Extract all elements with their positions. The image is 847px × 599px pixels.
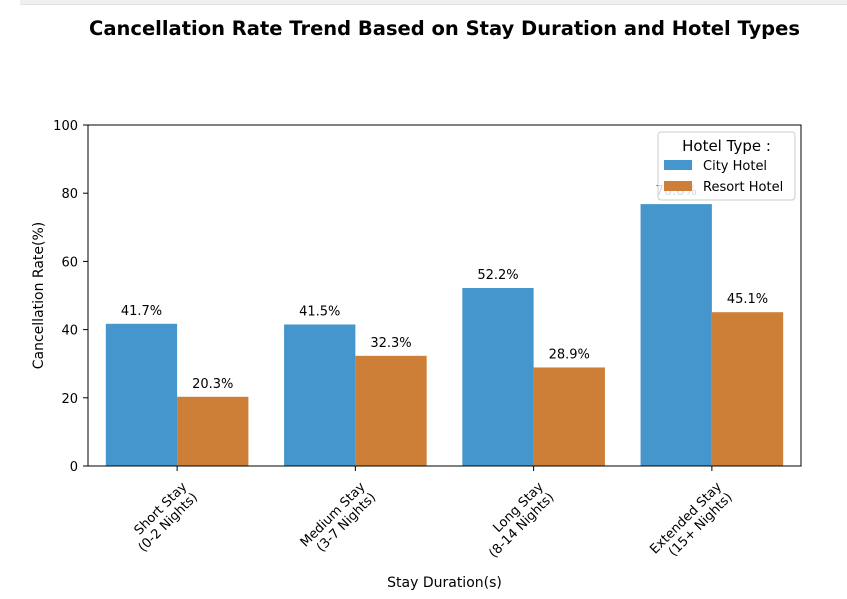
legend-swatch-city <box>664 160 692 170</box>
x-tick-label: Long Stay(8-14 Nights) <box>476 479 558 561</box>
data-label: 28.9% <box>549 347 590 362</box>
window-top-strip <box>20 0 847 5</box>
data-label: 45.1% <box>727 292 768 307</box>
legend-swatch-resort <box>664 181 692 191</box>
bar-resort-3 <box>711 312 784 466</box>
bar-resort-2 <box>533 367 605 466</box>
legend-box <box>657 131 796 201</box>
legend-title: Hotel Type : <box>682 137 771 155</box>
bar-resort-0 <box>177 396 249 466</box>
x-tick-label: Short Stay(0-2 Nights) <box>125 479 201 555</box>
data-label: 52.2% <box>477 268 518 283</box>
data-label: 20.3% <box>192 377 233 392</box>
data-label: 41.7% <box>121 304 162 319</box>
bar-resort-1 <box>355 355 427 466</box>
bar-city-2 <box>462 287 534 466</box>
y-tick-label: 0 <box>70 460 78 475</box>
chart-title: Cancellation Rate Trend Based on Stay Du… <box>89 17 800 40</box>
y-axis-label: Cancellation Rate(%) <box>31 222 47 370</box>
bar-city-1 <box>284 324 356 466</box>
y-tick-label: 60 <box>61 255 78 270</box>
y-tick-label: 40 <box>61 324 78 339</box>
bar-city-3 <box>640 204 712 466</box>
plot-frame <box>87 124 802 467</box>
x-tick-label: Medium Stay(3-7 Nights) <box>298 479 380 561</box>
y-tick-label: 20 <box>61 392 78 407</box>
data-label: 41.5% <box>299 304 340 319</box>
bar-city-0 <box>105 323 178 466</box>
legend-label: Resort Hotel <box>703 180 783 195</box>
y-tick-label: 100 <box>53 119 78 134</box>
legend-label: City Hotel <box>703 159 767 174</box>
x-tick-label: Extended Stay(15+ Nights) <box>647 479 735 567</box>
x-axis-label: Stay Duration(s) <box>387 575 502 591</box>
y-tick-label: 80 <box>61 187 78 202</box>
data-label: 32.3% <box>370 336 411 351</box>
